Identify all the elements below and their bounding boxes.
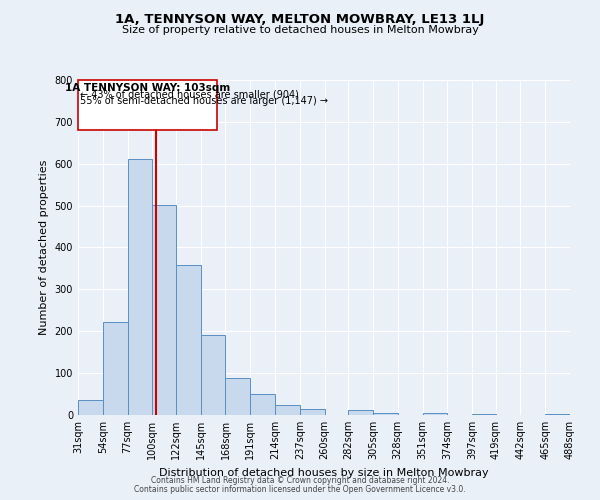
Bar	[103, 322, 128, 415]
Text: ← 43% of detached houses are smaller (904): ← 43% of detached houses are smaller (90…	[80, 89, 299, 99]
Bar	[300, 409, 325, 415]
Bar	[152, 205, 176, 415]
X-axis label: Distribution of detached houses by size in Melton Mowbray: Distribution of detached houses by size …	[159, 468, 489, 477]
Bar	[176, 265, 201, 415]
Y-axis label: Number of detached properties: Number of detached properties	[39, 160, 49, 335]
Text: 1A, TENNYSON WAY, MELTON MOWBRAY, LE13 1LJ: 1A, TENNYSON WAY, MELTON MOWBRAY, LE13 1…	[115, 12, 485, 26]
Bar	[545, 414, 570, 415]
Text: 1A TENNYSON WAY: 103sqm: 1A TENNYSON WAY: 103sqm	[65, 82, 230, 92]
Bar	[275, 404, 300, 415]
Bar	[348, 410, 373, 415]
Text: 55% of semi-detached houses are larger (1,147) →: 55% of semi-detached houses are larger (…	[80, 96, 328, 106]
FancyBboxPatch shape	[78, 80, 217, 130]
Bar	[422, 414, 447, 415]
Bar	[78, 400, 103, 415]
Text: Contains HM Land Registry data © Crown copyright and database right 2024.: Contains HM Land Registry data © Crown c…	[151, 476, 449, 485]
Bar	[373, 413, 398, 415]
Bar	[128, 158, 152, 415]
Bar	[226, 378, 250, 415]
Bar	[201, 336, 226, 415]
Bar	[472, 414, 496, 415]
Text: Size of property relative to detached houses in Melton Mowbray: Size of property relative to detached ho…	[122, 25, 478, 35]
Text: Contains public sector information licensed under the Open Government Licence v3: Contains public sector information licen…	[134, 485, 466, 494]
Bar	[250, 394, 275, 415]
